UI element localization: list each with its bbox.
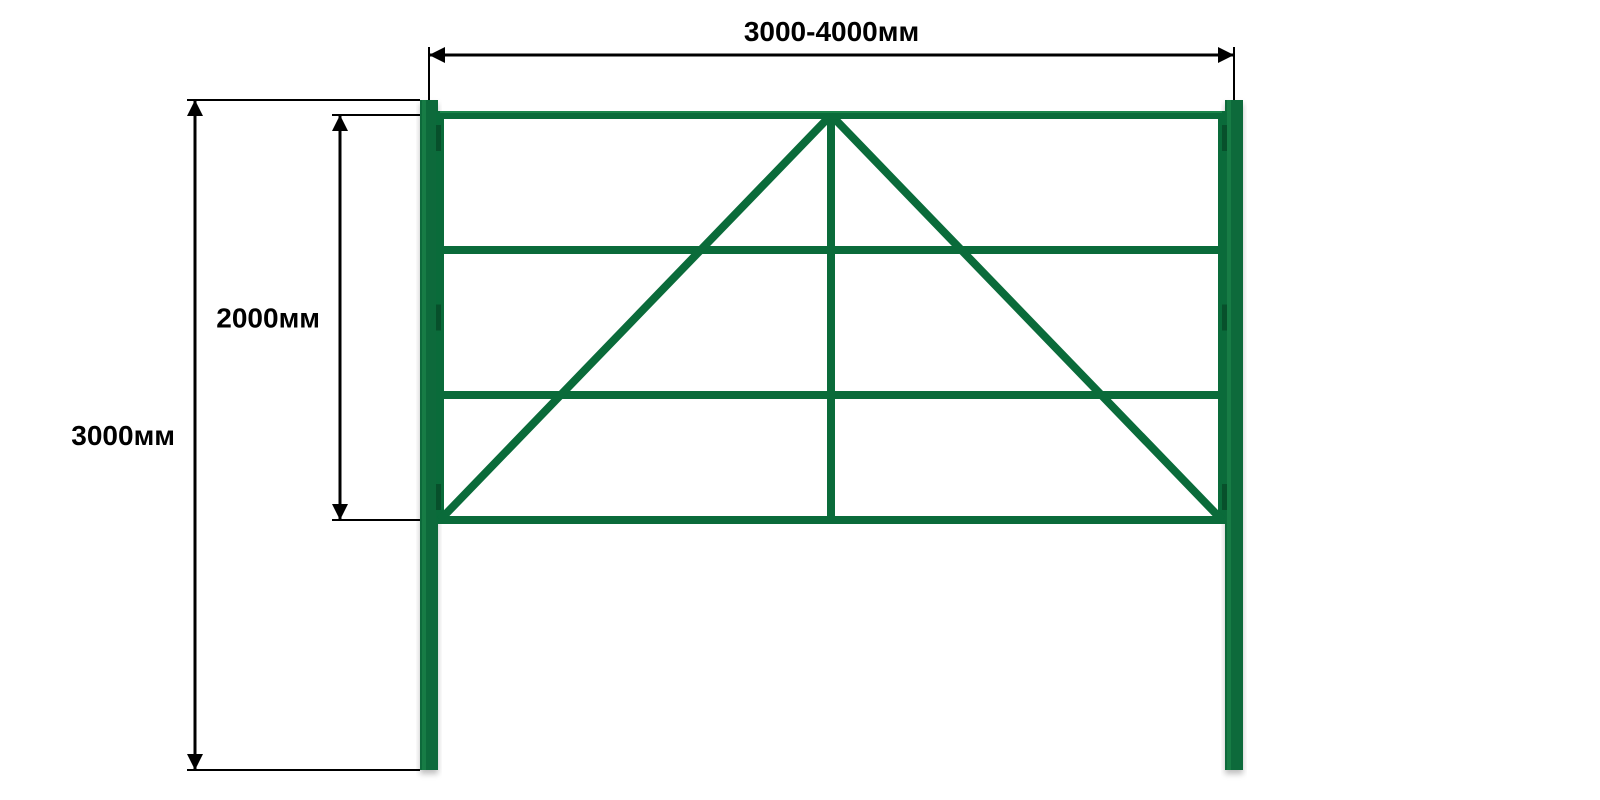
hinge [436, 125, 441, 151]
hinge [1222, 484, 1227, 510]
hinge [1222, 125, 1227, 151]
hinge [436, 484, 441, 510]
gate-diagram: 3000-4000мм 2000мм 3000мм [0, 0, 1600, 800]
hinge [436, 305, 441, 331]
gate-height-label: 2000мм [216, 303, 320, 334]
right-diagonal [831, 115, 1222, 520]
width-label: 3000-4000мм [744, 16, 919, 47]
left-diagonal [440, 115, 831, 520]
gate-frame [436, 111, 1227, 524]
hinge [1222, 305, 1227, 331]
post-height-label: 3000мм [71, 420, 175, 451]
